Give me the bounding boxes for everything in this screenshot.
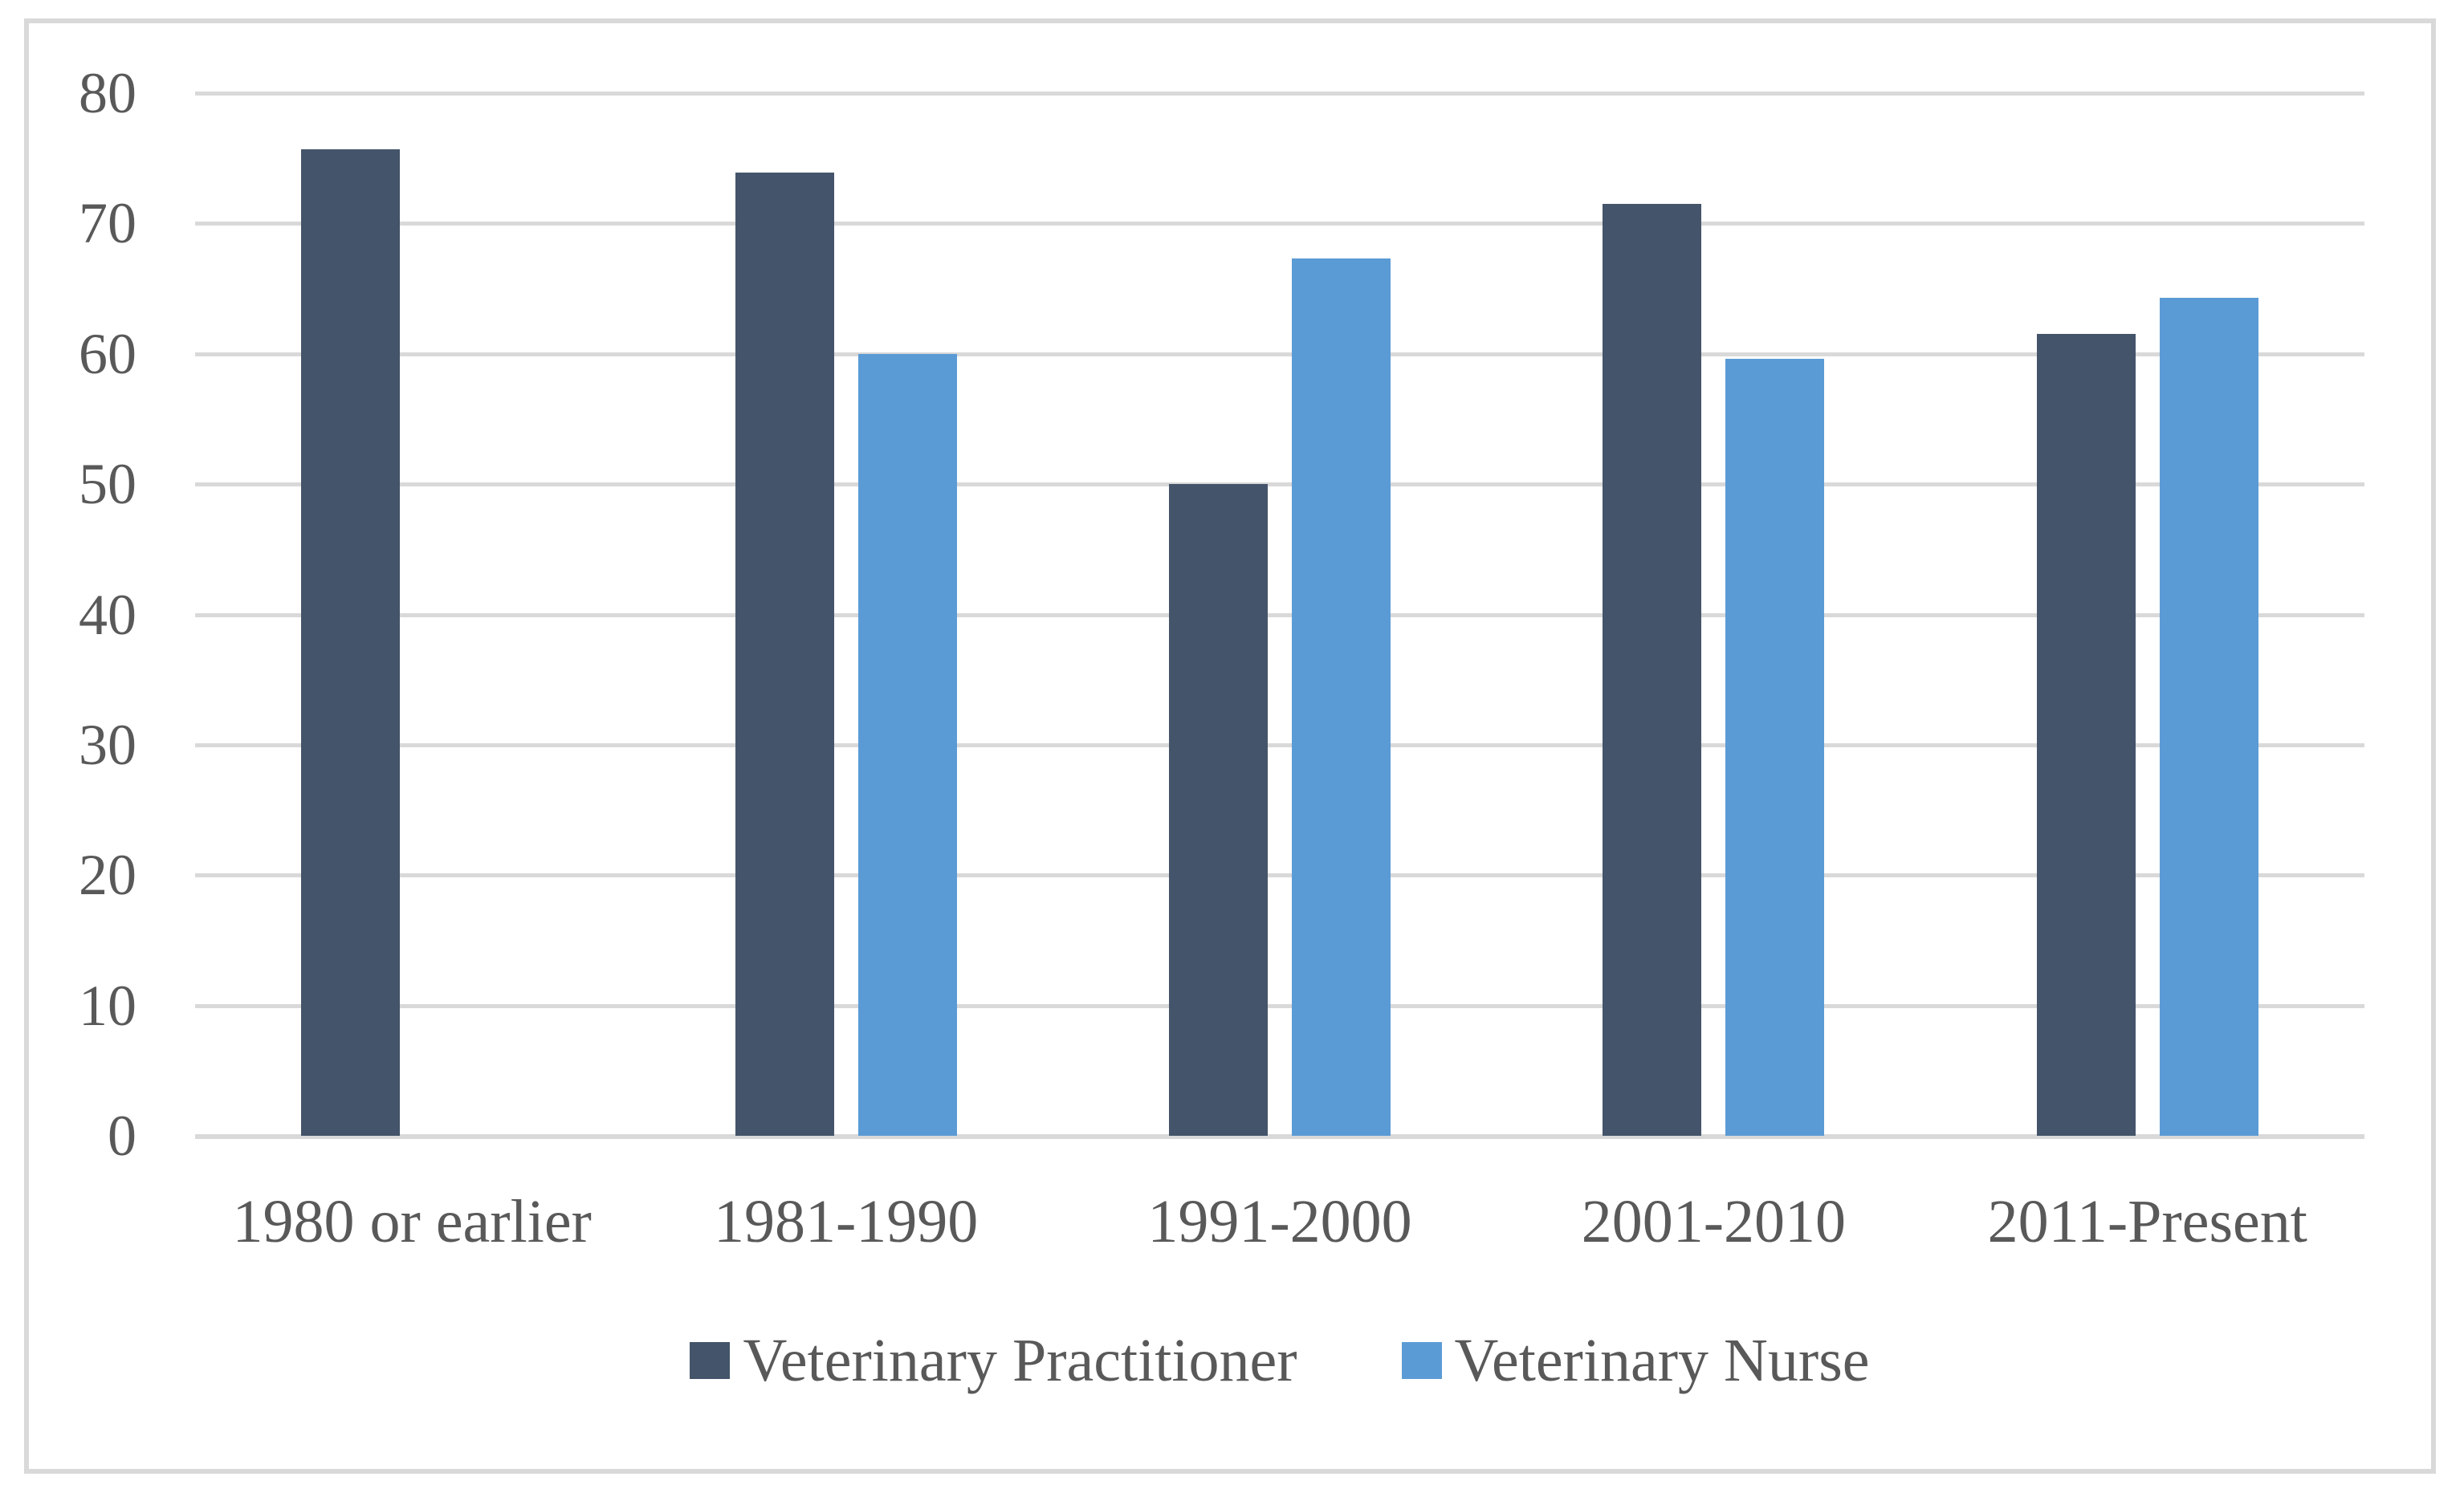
gridline-y30 [195, 742, 2364, 747]
bar-veterinary-practitioner-2011-present [2036, 334, 2136, 1136]
legend-item-nurse: Veterinary Nurse [1401, 1326, 1870, 1396]
legend: Veterinary Practitioner Veterinary Nurse [195, 1316, 2364, 1405]
y-axis-tick-label-30: 30 [79, 712, 136, 777]
legend-swatch-nurse-icon [1401, 1342, 1442, 1379]
bar-veterinary-nurse-1991-2000 [1292, 258, 1391, 1136]
gridline-y10 [195, 1003, 2364, 1008]
y-axis-tick-label-40: 40 [79, 582, 136, 647]
legend-label-nurse: Veterinary Nurse [1454, 1326, 1870, 1394]
legend-label-practitioner: Veterinary Practitioner [743, 1326, 1297, 1394]
bar-veterinary-practitioner-2001-2010 [1603, 204, 1702, 1136]
gridline-y50 [195, 482, 2364, 487]
bar-veterinary-practitioner-1981-1990 [735, 173, 834, 1136]
x-axis-label-2001-2010: 2001-2010 [1581, 1188, 1847, 1255]
y-axis-tick-label-0: 0 [108, 1104, 136, 1168]
y-axis-tick-label-10: 10 [79, 973, 136, 1038]
gridline-y80 [195, 92, 2364, 96]
x-axis-line [195, 1134, 2364, 1139]
legend-item-practitioner: Veterinary Practitioner [690, 1326, 1297, 1396]
bar-veterinary-nurse-1981-1990 [857, 353, 957, 1136]
x-axis-label-2011-present: 2011-Present [1987, 1188, 2307, 1255]
x-axis-label-1981-1990: 1981-1990 [713, 1188, 979, 1255]
legend-swatch-practitioner-icon [690, 1342, 731, 1379]
x-axis-label-1980-or-earlier: 1980 or earlier [232, 1188, 592, 1255]
y-axis-tick-label-20: 20 [79, 843, 136, 908]
bar-veterinary-practitioner-1980-or-earlier [301, 148, 401, 1136]
y-axis-tick-label-60: 60 [79, 321, 136, 386]
x-axis-label-1991-2000: 1991-2000 [1147, 1188, 1412, 1255]
gridline-y60 [195, 352, 2364, 356]
gridline-y20 [195, 873, 2364, 878]
y-axis-tick-label-50: 50 [79, 452, 136, 517]
y-axis-tick-label-80: 80 [79, 61, 136, 125]
gridline-y40 [195, 612, 2364, 617]
bar-veterinary-nurse-2011-present [2159, 297, 2258, 1136]
bar-veterinary-nurse-2001-2010 [1725, 359, 1825, 1136]
bar-veterinary-practitioner-1991-2000 [1169, 484, 1268, 1136]
gridline-y70 [195, 222, 2364, 226]
y-axis-tick-label-70: 70 [79, 191, 136, 256]
